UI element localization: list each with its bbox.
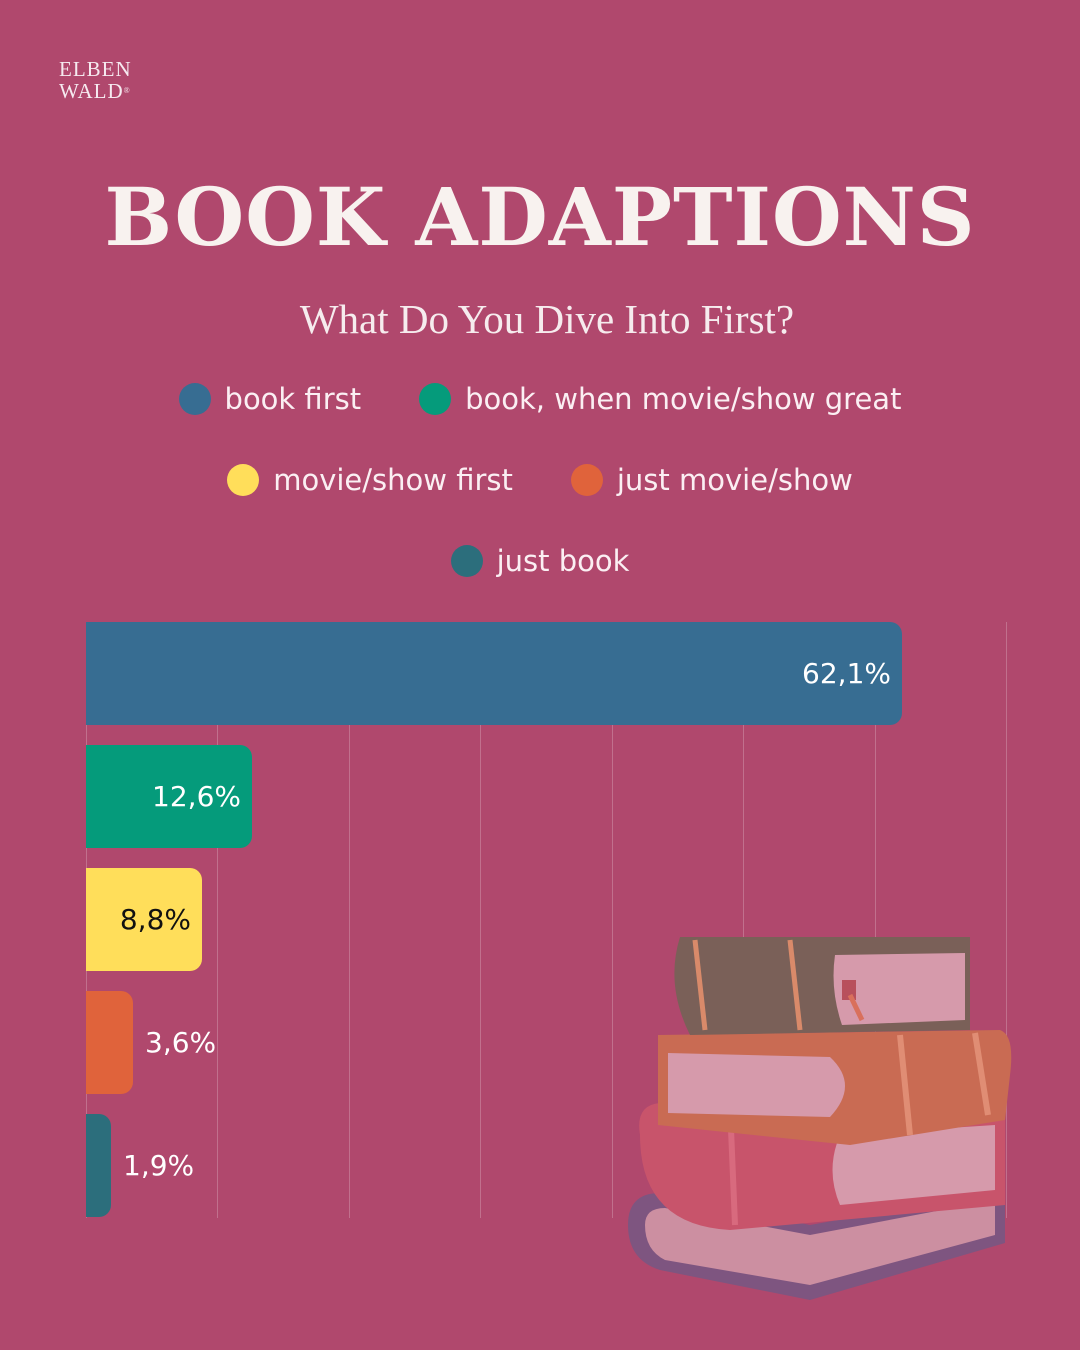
brand-line-1: ELBEN [59, 57, 132, 81]
bar-book-when-great: 12,6% [86, 745, 252, 848]
gridline [612, 622, 613, 1218]
bar-just-book: 1,9% [86, 1114, 194, 1217]
brand-line-2: WALD® [59, 79, 131, 103]
bar-value-label: 3,6% [145, 1026, 217, 1059]
legend-item: just movie/show [570, 463, 853, 497]
legend-item: just book [450, 544, 630, 578]
legend-row-3: just book [0, 544, 1080, 578]
book-stack-illustration [628, 937, 1012, 1300]
gridline [480, 622, 481, 1218]
legend-label: book, when movie/show great [465, 382, 902, 416]
brand-logo: ELBEN WALD® [59, 58, 132, 102]
legend-row-2: movie/show first just movie/show [0, 463, 1080, 497]
gridline [743, 622, 744, 1218]
legend-item: book first [178, 382, 362, 416]
gridline [875, 622, 876, 1218]
bar-value-label: 1,9% [123, 1149, 195, 1182]
legend-item: movie/show first [227, 463, 513, 497]
bar-movie-first: 8,8% [86, 868, 202, 971]
page-subtitle: What Do You Dive Into First? [299, 296, 795, 342]
legend-dot-icon [178, 383, 211, 415]
legend-item: book, when movie/show great [419, 382, 901, 416]
legend-label: just book [496, 544, 630, 578]
legend-label: movie/show first [273, 463, 513, 497]
page-title: BOOK ADAPTIONS [104, 170, 976, 264]
bar-value-label: 12,6% [152, 780, 241, 813]
bar-value-label: 8,8% [119, 903, 191, 936]
legend-label: book first [224, 382, 362, 416]
bar-book-first: 62,1% [86, 622, 902, 725]
legend-dot-icon [227, 464, 260, 496]
gridline [1006, 622, 1007, 1218]
gridline [349, 622, 350, 1218]
bar-just-movie: 3,6% [86, 991, 216, 1094]
legend-dot-icon [450, 545, 483, 577]
legend-dot-icon [419, 383, 452, 415]
legend-label: just movie/show [616, 463, 853, 497]
legend-dot-icon [570, 464, 603, 496]
legend-row-1: book first book, when movie/show great [0, 382, 1080, 416]
gridline [217, 622, 218, 1218]
bar-value-label: 62,1% [802, 657, 891, 690]
